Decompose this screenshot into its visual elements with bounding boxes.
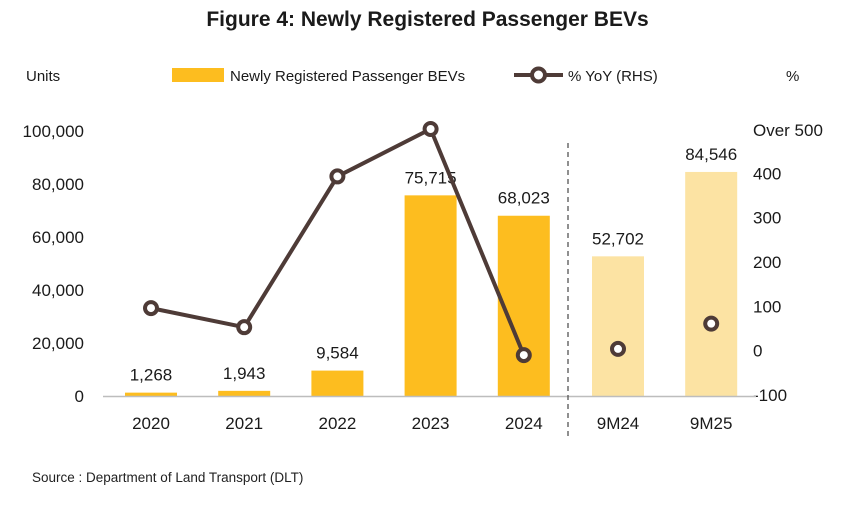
yoy-point-2022	[329, 168, 346, 185]
right-axis-tick-label: 200	[753, 253, 781, 272]
right-axis-title: %	[786, 68, 799, 85]
yoy-point-2024	[515, 347, 532, 364]
source-note: Source : Department of Land Transport (D…	[32, 470, 304, 485]
yoy-line	[150, 127, 526, 356]
bar-9M24	[592, 256, 644, 396]
legend-line-marker	[530, 66, 547, 84]
right-axis-top-label: Over 500	[753, 121, 823, 140]
right-axis-tick-label: -100	[753, 386, 787, 405]
x-axis-category-label: 9M25	[690, 414, 733, 433]
left-axis-tick-label: 20,000	[32, 334, 84, 353]
legend-line-label: % YoY (RHS)	[568, 68, 658, 85]
yoy-point-9M24	[610, 340, 626, 357]
yoy-point-2023	[422, 121, 439, 137]
bar-2020	[125, 392, 177, 396]
bar-2023	[404, 195, 457, 396]
yoy-point-9M25	[703, 315, 720, 332]
bar-2021	[218, 390, 271, 396]
right-axis-tick-label: 400	[753, 164, 781, 183]
left-axis-tick-label: 100,000	[23, 122, 84, 141]
bar-9M25	[685, 171, 738, 396]
legend-bar-label: Newly Registered Passenger BEVs	[230, 68, 465, 85]
right-axis-tick-label: 0	[753, 342, 762, 361]
x-axis-category-label: 2020	[132, 414, 170, 433]
chart-title: Figure 4: Newly Registered Passenger BEV…	[206, 8, 649, 31]
yoy-point-2021	[236, 319, 253, 336]
left-axis-tick-label: 40,000	[32, 281, 84, 300]
bar-value-label: 75,715	[405, 168, 457, 187]
left-axis-tick-label: 0	[75, 387, 84, 406]
bar-2022	[311, 370, 364, 396]
left-axis-title: Units	[26, 68, 60, 85]
x-axis-category-label: 2024	[505, 414, 543, 433]
x-axis-category-label: 2022	[318, 414, 356, 433]
right-axis-tick-label: 100	[753, 297, 781, 316]
right-axis-tick-label: 300	[753, 209, 781, 228]
bar-value-label: 1,268	[130, 366, 173, 385]
yoy-point-2020	[143, 300, 159, 317]
legend-bar-swatch	[172, 68, 224, 82]
bar-value-label: 84,546	[685, 145, 737, 164]
left-axis-tick-label: 80,000	[32, 175, 84, 194]
bar-value-label: 68,023	[498, 189, 550, 208]
bar-2024	[497, 215, 550, 396]
left-axis-tick-label: 60,000	[32, 228, 84, 247]
x-axis-category-label: 9M24	[597, 414, 640, 433]
x-axis-category-label: 2021	[225, 414, 263, 433]
bar-value-label: 1,943	[223, 364, 266, 383]
bar-value-label: 52,702	[592, 229, 644, 248]
x-axis-category-label: 2023	[412, 414, 450, 433]
bar-value-label: 9,584	[316, 344, 359, 363]
